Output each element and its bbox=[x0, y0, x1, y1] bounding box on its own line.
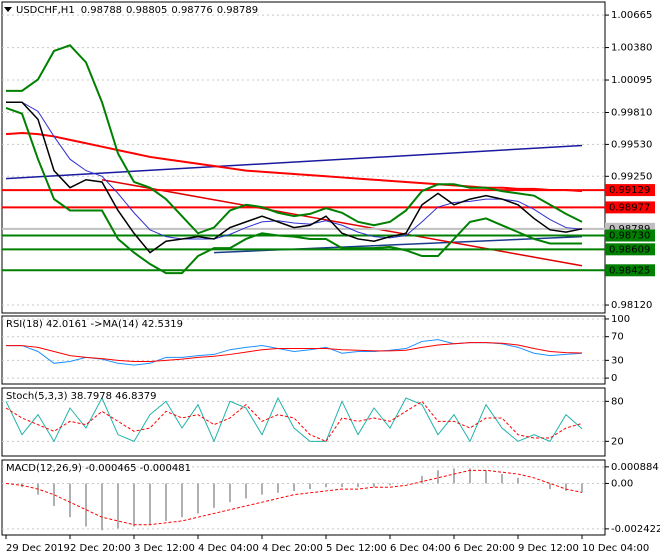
level-label: 0.98977 bbox=[609, 202, 650, 213]
level-label: 0.98730 bbox=[609, 231, 650, 242]
y-tick-label: 1.00665 bbox=[611, 10, 652, 21]
level-badge bbox=[605, 201, 655, 214]
y-tick-label: 1.00095 bbox=[611, 75, 652, 86]
level-badge bbox=[605, 184, 655, 197]
indicator-label: Stoch(5,3,3) 38.7978 46.8379 bbox=[6, 391, 157, 402]
x-tick-label: 6 Dec 04:00 bbox=[390, 543, 451, 554]
series-line bbox=[5, 107, 582, 275]
x-tick-label: 29 Dec 2019 bbox=[6, 543, 70, 554]
series-line bbox=[6, 342, 583, 363]
x-tick-label: 9 Dec 12:00 bbox=[518, 543, 579, 554]
symbol: USDCHF,H1 bbox=[16, 5, 75, 16]
y-tick-label: 0.000884 bbox=[611, 462, 659, 473]
level-label: 0.98789 bbox=[609, 224, 650, 235]
x-tick-label: 10 Dec 04:00 bbox=[582, 543, 649, 554]
chart-header: USDCHF,H1 0.98788 0.98805 0.98776 0.98789 bbox=[16, 5, 258, 16]
y-tick-label: 20 bbox=[611, 436, 624, 447]
quote-value: 0.98805 bbox=[126, 5, 167, 16]
y-tick-label: 0.99530 bbox=[611, 139, 652, 150]
y-tick-label: 80 bbox=[611, 396, 624, 407]
level-badge bbox=[605, 229, 655, 242]
level-badge bbox=[605, 243, 655, 256]
y-tick-label: 0.99810 bbox=[611, 108, 652, 119]
series-line bbox=[5, 400, 583, 442]
panel-frame bbox=[1, 315, 606, 385]
x-tick-label: 5 Dec 12:00 bbox=[326, 543, 387, 554]
panel-frame bbox=[1, 459, 606, 536]
y-tick-label: -0.002422 bbox=[611, 524, 660, 535]
x-tick-label: 6 Dec 20:00 bbox=[454, 543, 515, 554]
y-tick-label: 30 bbox=[611, 355, 624, 366]
y-tick-label: 0 bbox=[611, 373, 617, 384]
series-line bbox=[5, 396, 583, 443]
level-label: 0.98425 bbox=[609, 265, 650, 276]
indicator-label: MACD(12,26,9) -0.000465 -0.000481 bbox=[6, 463, 191, 474]
menu-arrow[interactable] bbox=[4, 7, 12, 12]
x-tick-label: 4 Dec 04:00 bbox=[198, 543, 259, 554]
y-tick-label: 1.00380 bbox=[611, 43, 652, 54]
y-tick-label: 0.98120 bbox=[611, 300, 652, 311]
y-tick-label: 100 bbox=[611, 314, 630, 325]
x-tick-label: 3 Dec 12:00 bbox=[134, 543, 195, 554]
series-line bbox=[6, 44, 583, 235]
trendline bbox=[101, 178, 583, 267]
quote-value: 0.98788 bbox=[81, 5, 122, 16]
quote-value: 0.98789 bbox=[217, 5, 258, 16]
trendline bbox=[5, 144, 583, 180]
x-tick-label: 4 Dec 20:00 bbox=[262, 543, 323, 554]
quote-value: 0.98776 bbox=[171, 5, 212, 16]
indicator-label: RSI(18) 42.0161 ->MA(14) 42.5319 bbox=[6, 319, 183, 330]
panel-frame bbox=[1, 387, 606, 457]
series-line bbox=[5, 469, 583, 526]
y-tick-label: 0.99250 bbox=[611, 171, 652, 182]
panel-frame bbox=[1, 1, 606, 314]
y-tick-label: 70 bbox=[611, 332, 624, 343]
x-tick-label: 2 Dec 20:00 bbox=[70, 543, 131, 554]
y-tick-label: 0.00 bbox=[611, 478, 633, 489]
series-line bbox=[6, 101, 583, 240]
level-label: 0.98609 bbox=[609, 244, 650, 255]
level-label: 0.99129 bbox=[609, 185, 650, 196]
level-badge bbox=[605, 264, 655, 277]
series-line bbox=[6, 101, 583, 254]
